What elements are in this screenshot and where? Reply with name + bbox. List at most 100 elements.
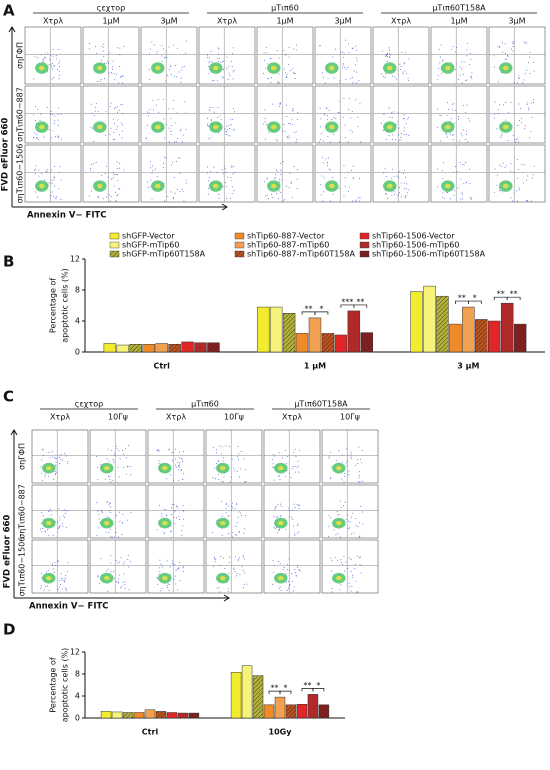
flow-event (324, 113, 326, 115)
flow-event (323, 191, 325, 193)
flow-event (214, 478, 216, 480)
flow-event (221, 516, 223, 518)
flow-event (115, 532, 117, 534)
flow-event (118, 574, 120, 576)
flow-event (276, 169, 278, 171)
flow-event (322, 140, 324, 142)
group-header: ςεχτορ (97, 4, 125, 13)
flow-event (328, 457, 330, 459)
flow-event (330, 466, 332, 468)
flow-event (128, 444, 130, 446)
sig-bracket (279, 690, 292, 695)
flow-event (441, 59, 443, 61)
flow-event (217, 53, 219, 55)
flow-event (523, 79, 525, 81)
flow-event (244, 528, 246, 530)
flow-event (33, 169, 35, 171)
flow-event (283, 50, 285, 52)
flow-event (385, 73, 387, 75)
flow-event (337, 533, 339, 535)
flow-event (230, 60, 232, 62)
flow-event (124, 587, 126, 589)
flow-plot (430, 144, 488, 203)
flow-event (170, 525, 172, 527)
flow-event (324, 114, 326, 116)
flow-event (385, 193, 387, 195)
flow-event (90, 168, 92, 170)
flow-event (283, 566, 285, 568)
flow-event (109, 106, 111, 108)
flow-event (103, 55, 105, 57)
flow-event (440, 44, 442, 46)
legend-swatch (359, 232, 370, 240)
flow-event (164, 200, 166, 202)
flow-event (328, 168, 330, 170)
flow-event (213, 166, 215, 168)
flow-event (182, 134, 184, 136)
flow-event (58, 48, 60, 50)
flow-event (219, 115, 221, 117)
flow-event (282, 200, 284, 202)
flow-event (403, 130, 405, 132)
flow-event (344, 501, 346, 503)
flow-event (350, 533, 352, 535)
flow-event (243, 458, 245, 460)
flow-event (107, 61, 109, 63)
condition-header: 1μΜ (102, 17, 119, 26)
panel-letter: D (3, 621, 15, 639)
flow-event (184, 101, 186, 103)
flow-event (175, 517, 177, 519)
flow-event (322, 162, 324, 164)
flow-event (114, 452, 116, 454)
flow-event (35, 106, 37, 108)
bar (177, 712, 189, 719)
flow-event (331, 570, 333, 572)
flow-event (50, 169, 52, 171)
flow-event (182, 525, 184, 527)
flow-event (118, 582, 120, 584)
flow-event (278, 181, 280, 183)
flow-event (526, 42, 528, 44)
flow-event (530, 102, 532, 104)
flow-event (59, 579, 61, 581)
flow-event (174, 510, 176, 512)
flow-event (101, 512, 103, 514)
flow-event (298, 449, 300, 451)
flow-event (283, 123, 285, 125)
flow-event (179, 130, 181, 132)
flow-event (238, 531, 240, 533)
flow-event (517, 138, 519, 140)
flow-event (292, 465, 294, 467)
flow-event (233, 567, 235, 569)
flow-event (292, 124, 294, 126)
flow-event (387, 52, 389, 54)
flow-event (122, 581, 124, 583)
flow-core (278, 466, 284, 471)
flow-event (112, 60, 114, 62)
flow-event (65, 510, 67, 512)
flow-event (404, 127, 406, 129)
flow-event (467, 118, 469, 120)
bar-hatch (514, 324, 527, 352)
flow-event (110, 195, 112, 197)
flow-event (175, 141, 177, 143)
flow-event (217, 461, 219, 463)
flow-event (360, 572, 362, 574)
flow-event (57, 107, 59, 109)
bar (142, 344, 155, 353)
flow-event (207, 166, 209, 168)
flow-event (168, 69, 170, 71)
flow-event (177, 157, 179, 159)
flow-event (42, 515, 44, 517)
flow-event (507, 140, 509, 142)
flow-event (462, 193, 464, 195)
flow-event (179, 157, 181, 159)
flow-event (116, 194, 118, 196)
flow-event (330, 451, 332, 453)
flow-event (157, 583, 159, 585)
flow-event (90, 103, 92, 105)
flow-event (288, 122, 290, 124)
flow-event (512, 134, 514, 136)
flow-event (469, 168, 471, 170)
flow-event (343, 195, 345, 197)
